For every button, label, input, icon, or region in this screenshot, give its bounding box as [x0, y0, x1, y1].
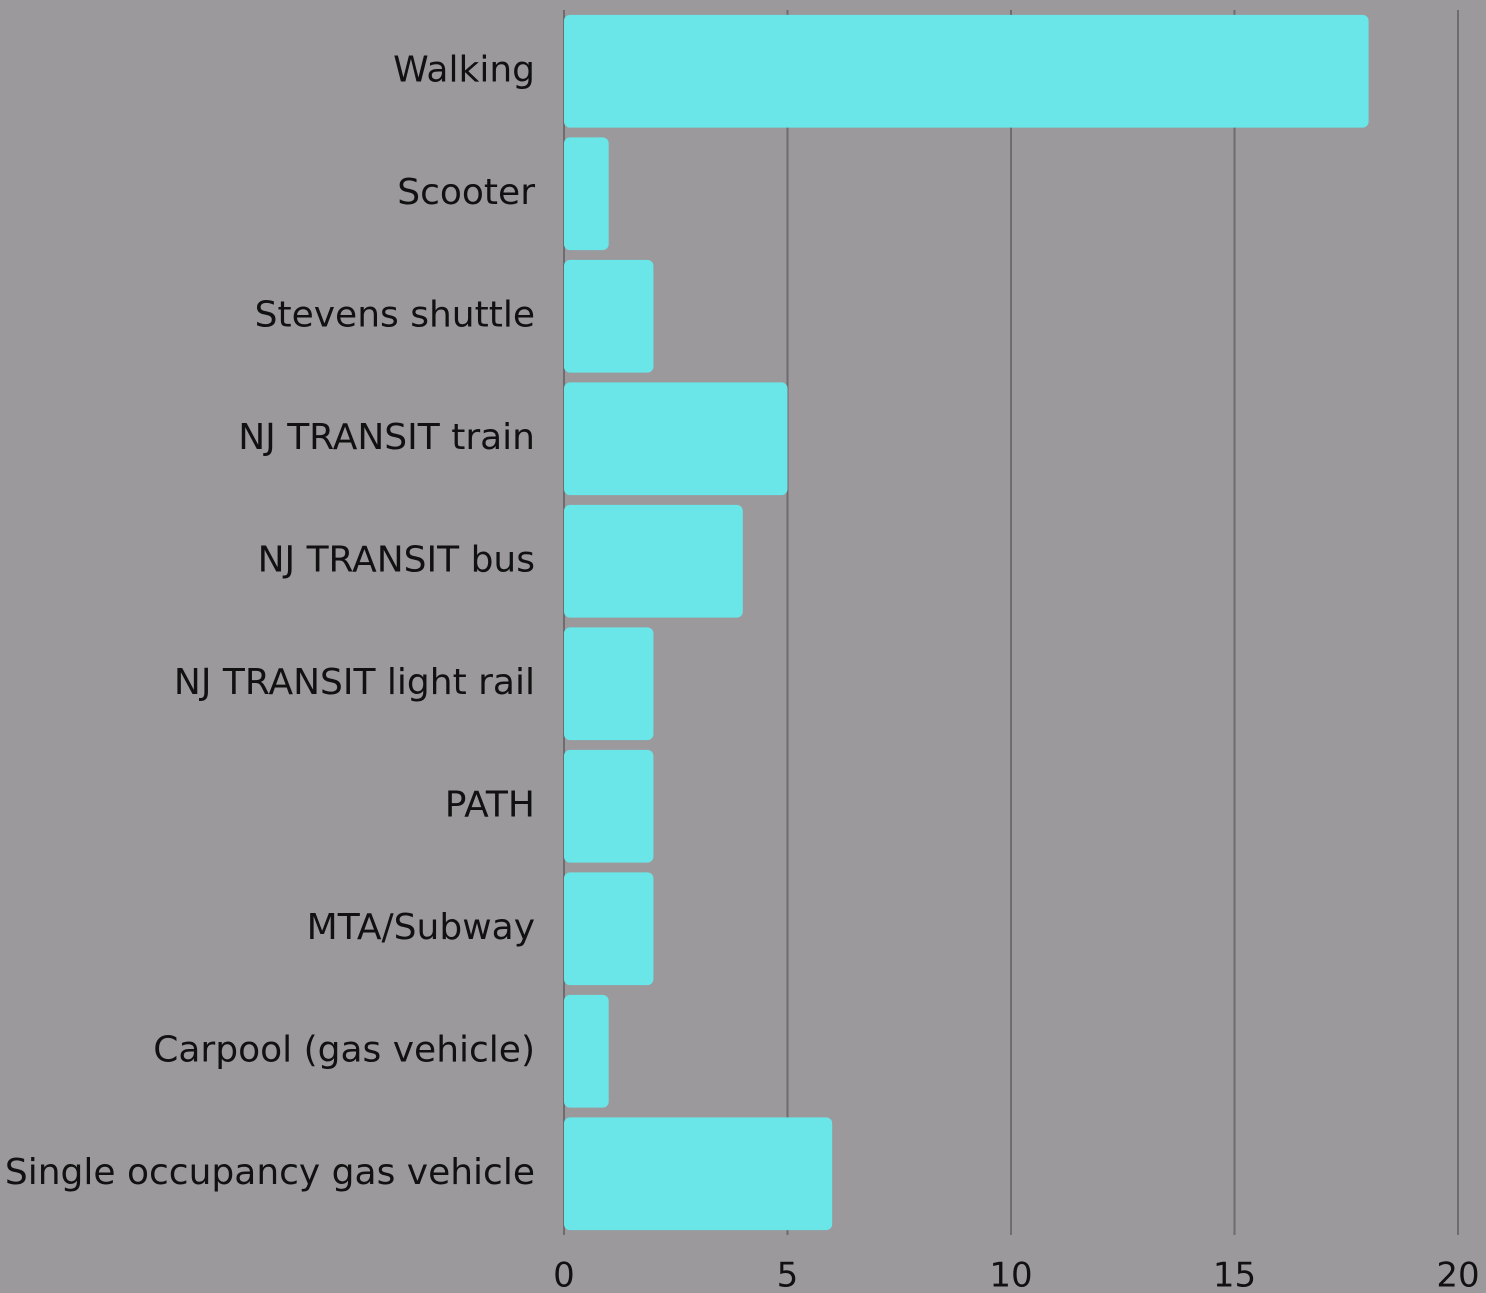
y-tick-label: Carpool (gas vehicle) [153, 1029, 535, 1070]
y-tick-label: NJ TRANSIT bus [258, 539, 535, 580]
y-tick-label: Scooter [397, 172, 535, 213]
x-tick-label: 20 [1436, 1256, 1479, 1293]
y-tick-label: MTA/Subway [307, 907, 535, 948]
bar [564, 382, 788, 496]
y-tick-label: Stevens shuttle [255, 294, 535, 335]
y-tick-label: PATH [445, 784, 535, 825]
bar [564, 749, 654, 863]
bar [564, 259, 654, 373]
bar [564, 137, 609, 251]
y-tick-label: NJ TRANSIT train [238, 417, 535, 458]
bar [564, 14, 1369, 128]
x-tick-label: 5 [777, 1256, 799, 1293]
bar [564, 504, 743, 618]
x-tick-label: 0 [553, 1256, 575, 1293]
y-tick-label: NJ TRANSIT light rail [174, 662, 535, 703]
y-tick-label: Single occupancy gas vehicle [5, 1152, 535, 1193]
bar [564, 994, 609, 1108]
bar [564, 872, 654, 986]
bar [564, 627, 654, 741]
x-tick-label: 15 [1213, 1256, 1256, 1293]
y-tick-label: Walking [393, 49, 535, 90]
x-tick-label: 10 [989, 1256, 1032, 1293]
bar [564, 1117, 833, 1231]
